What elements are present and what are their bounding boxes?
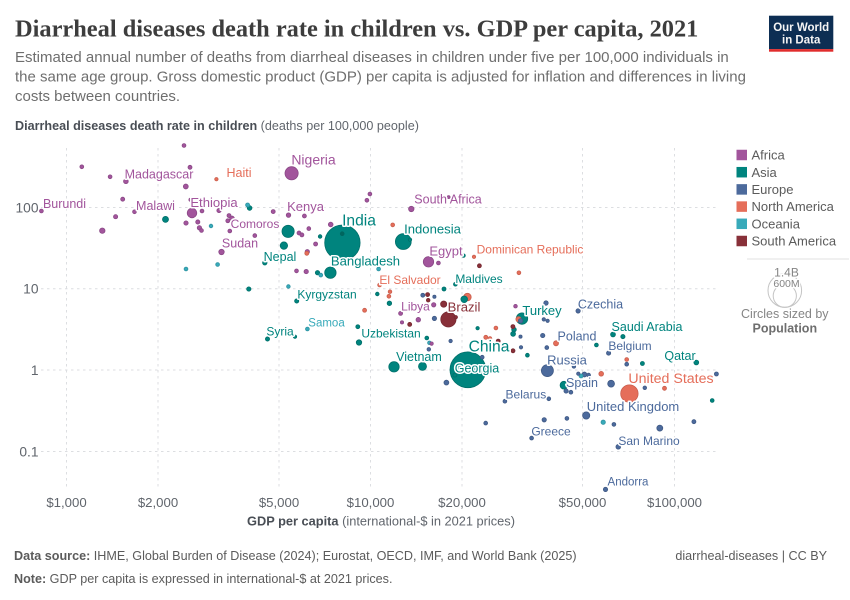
svg-text:Burundi: Burundi: [43, 197, 86, 211]
svg-text:India: India: [342, 213, 376, 230]
svg-text:Qatar: Qatar: [664, 349, 695, 363]
svg-text:$1,000: $1,000: [46, 495, 86, 510]
svg-text:Europe: Europe: [752, 182, 794, 197]
svg-text:Syria: Syria: [266, 325, 294, 339]
svg-text:Data source: IHME, Global Burd: Data source: IHME, Global Burden of Dise…: [14, 549, 577, 563]
svg-text:Maldives: Maldives: [455, 272, 502, 286]
svg-text:Saudi Arabia: Saudi Arabia: [612, 320, 683, 334]
svg-text:Bangladesh: Bangladesh: [331, 254, 400, 269]
svg-text:Haiti: Haiti: [226, 166, 251, 180]
svg-text:Comoros: Comoros: [231, 217, 280, 231]
svg-text:Population: Population: [753, 322, 818, 336]
svg-text:Belgium: Belgium: [608, 339, 651, 353]
svg-text:Indonesia: Indonesia: [404, 221, 462, 236]
svg-text:Sudan: Sudan: [222, 236, 258, 250]
svg-text:0.1: 0.1: [19, 445, 38, 460]
svg-text:100: 100: [15, 201, 38, 216]
svg-text:United Kingdom: United Kingdom: [587, 399, 680, 414]
svg-text:China: China: [469, 339, 510, 356]
svg-text:1.4B: 1.4B: [774, 266, 799, 280]
svg-text:Poland: Poland: [558, 329, 597, 343]
svg-text:Libya: Libya: [401, 300, 430, 314]
svg-text:Asia: Asia: [752, 165, 778, 180]
svg-text:1: 1: [31, 363, 39, 378]
svg-text:Spain: Spain: [566, 376, 598, 390]
svg-text:$10,000: $10,000: [347, 495, 395, 510]
svg-text:Oceania: Oceania: [752, 216, 801, 231]
svg-text:GDP per capita (international-: GDP per capita (international-$ in 2021 …: [247, 514, 515, 529]
svg-text:10: 10: [23, 282, 39, 297]
svg-text:Africa: Africa: [752, 148, 786, 163]
svg-text:$50,000: $50,000: [559, 495, 607, 510]
svg-text:Andorra: Andorra: [608, 477, 650, 489]
svg-text:$5,000: $5,000: [259, 495, 299, 510]
svg-text:Estimated annual number of dea: Estimated annual number of deaths from d…: [15, 49, 729, 66]
svg-text:Belarus: Belarus: [506, 388, 547, 402]
svg-text:South Africa: South Africa: [414, 192, 481, 206]
svg-text:Nepal: Nepal: [264, 250, 297, 264]
svg-text:Diarrheal diseases death rate: Diarrheal diseases death rate in childre…: [15, 119, 419, 133]
svg-text:Brazil: Brazil: [448, 300, 481, 315]
svg-text:Our World: Our World: [773, 22, 829, 34]
svg-text:$100,000: $100,000: [647, 495, 702, 510]
svg-text:San Marino: San Marino: [618, 434, 680, 448]
svg-text:Malawi: Malawi: [136, 199, 175, 213]
svg-text:costs between countries.: costs between countries.: [15, 88, 180, 105]
svg-text:Diarrheal diseases death rate: Diarrheal diseases death rate in childre…: [15, 16, 698, 43]
svg-text:Samoa: Samoa: [308, 318, 345, 330]
svg-text:Czechia: Czechia: [578, 297, 623, 311]
svg-text:Dominican Republic: Dominican Republic: [477, 243, 584, 257]
svg-text:Kyrgyzstan: Kyrgyzstan: [297, 288, 356, 302]
svg-text:$20,000: $20,000: [438, 495, 486, 510]
svg-text:in Data: in Data: [782, 35, 821, 47]
svg-text:Kenya: Kenya: [287, 199, 325, 214]
svg-text:Circles sized by: Circles sized by: [741, 307, 829, 321]
svg-text:Note: GDP per capita is expres: Note: GDP per capita is expressed in int…: [14, 572, 392, 586]
svg-text:El Salvador: El Salvador: [379, 273, 440, 287]
svg-text:the same age group. Gross dome: the same age group. Gross domestic produ…: [15, 69, 746, 86]
svg-text:Nigeria: Nigeria: [291, 151, 336, 167]
svg-text:Russia: Russia: [547, 353, 588, 368]
svg-text:600M: 600M: [773, 278, 799, 290]
svg-text:South America: South America: [752, 234, 837, 249]
svg-text:Madagascar: Madagascar: [125, 167, 194, 181]
svg-text:Vietnam: Vietnam: [396, 350, 442, 364]
svg-text:Uzbekistan: Uzbekistan: [361, 327, 420, 341]
svg-text:North America: North America: [752, 199, 835, 214]
svg-text:United States: United States: [628, 371, 713, 387]
svg-text:Georgia: Georgia: [455, 361, 500, 375]
svg-text:Egypt: Egypt: [429, 244, 463, 259]
svg-text:$2,000: $2,000: [138, 495, 178, 510]
svg-text:diarrheal-diseases | CC BY: diarrheal-diseases | CC BY: [675, 549, 827, 563]
svg-text:Ethiopia: Ethiopia: [190, 195, 238, 210]
svg-text:Turkey: Turkey: [522, 303, 562, 318]
svg-text:Greece: Greece: [531, 425, 571, 439]
